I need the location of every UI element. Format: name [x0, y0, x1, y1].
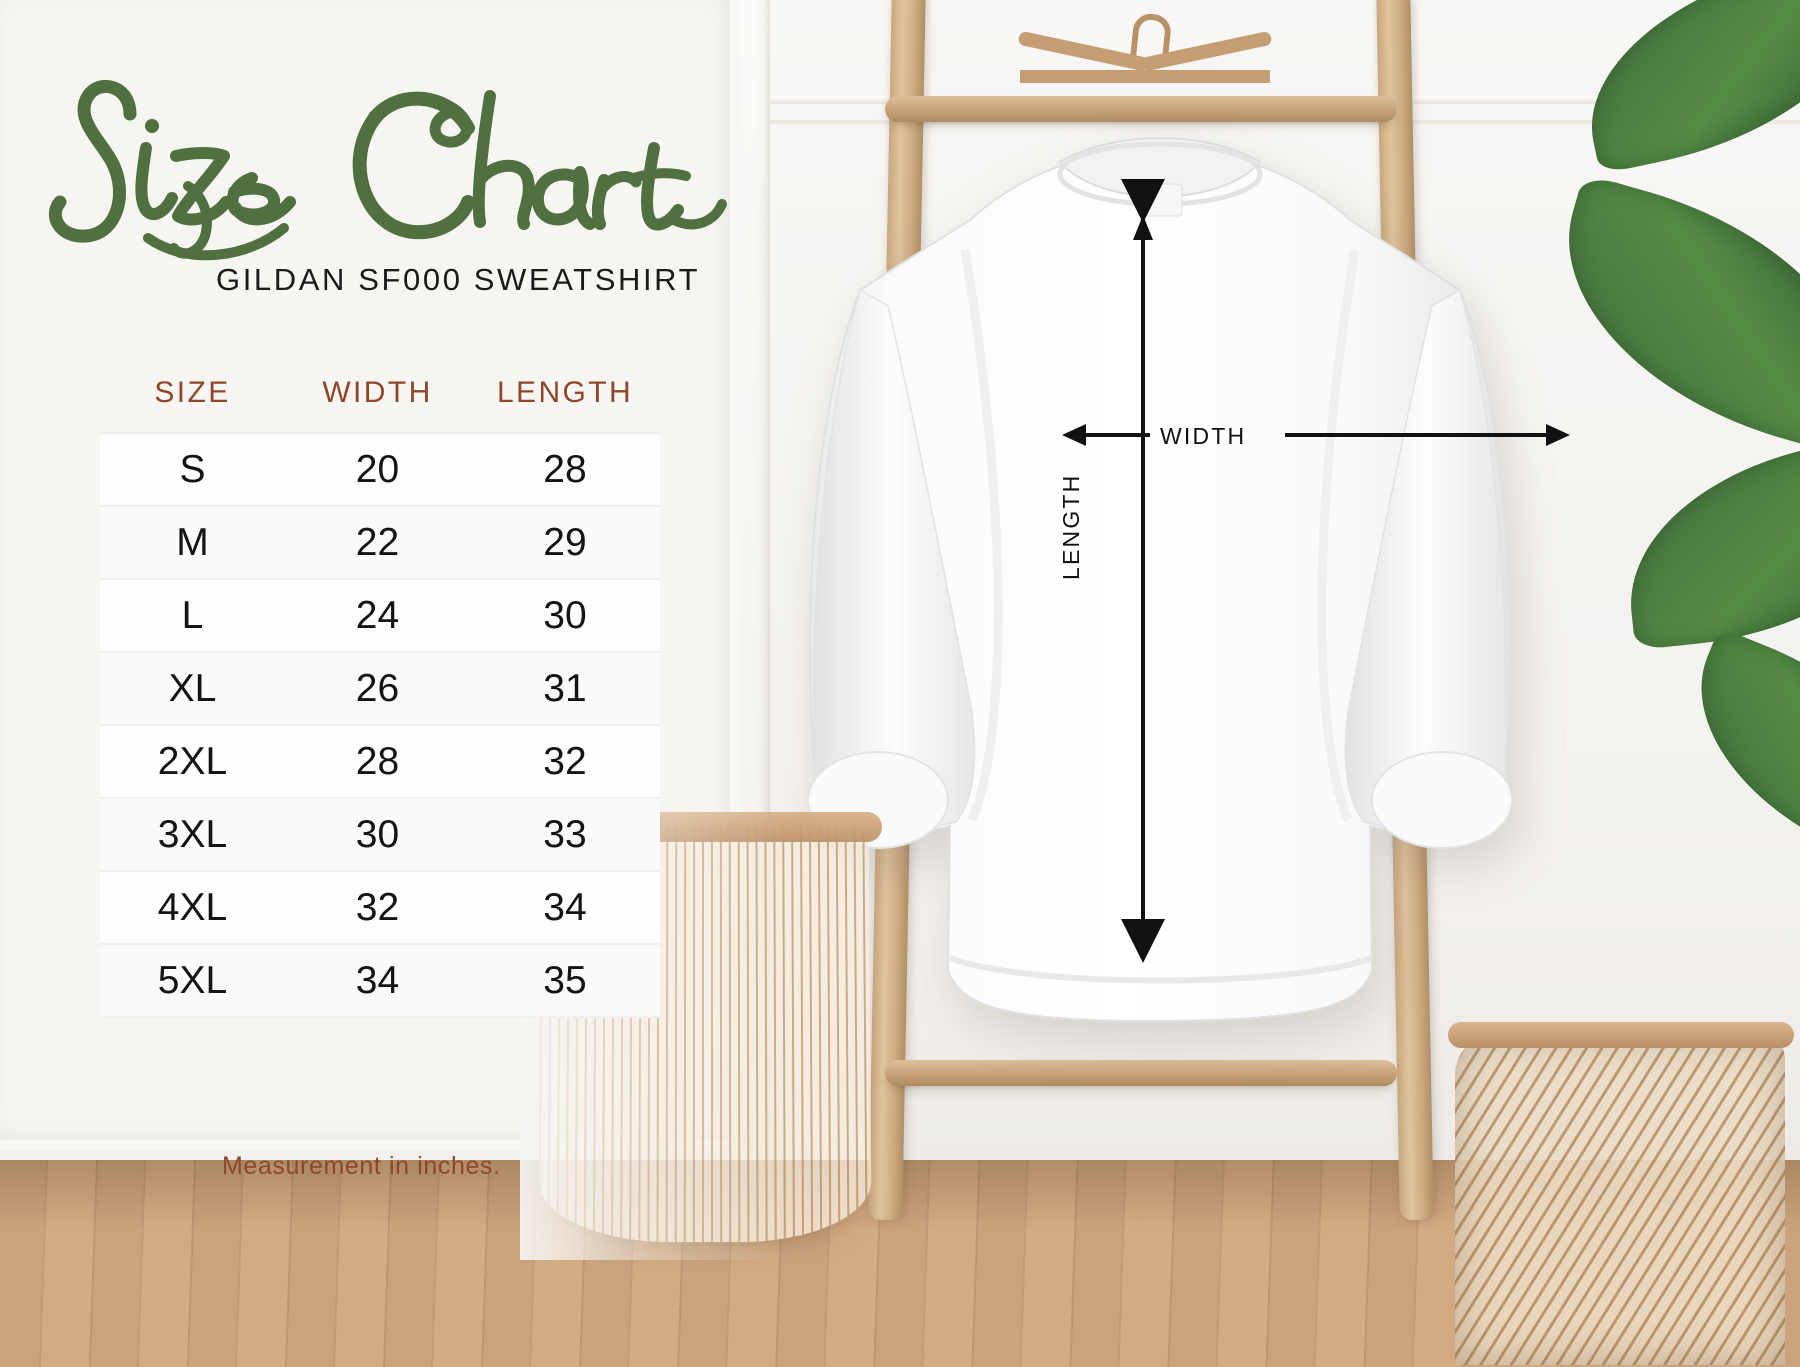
cell-length: 29 [543, 520, 587, 564]
cell-size: M [176, 520, 209, 564]
leaf-icon [1616, 434, 1800, 651]
cell-size: L [181, 593, 204, 637]
table-row: 2XL 28 32 [100, 726, 660, 799]
cell-width: 24 [355, 593, 400, 637]
cell-size: S [179, 447, 206, 491]
cell-width: 20 [355, 447, 400, 491]
cell-size: 5XL [157, 958, 228, 1002]
wicker-basket-right-rim [1448, 1022, 1794, 1048]
width-label: WIDTH [1160, 423, 1247, 449]
cell-length: 32 [543, 739, 587, 783]
cell-length: 30 [543, 593, 587, 637]
page-subtitle: GILDAN SF000 SWEATSHIRT [216, 262, 701, 297]
page-title [38, 52, 728, 267]
cell-size: 4XL [157, 885, 228, 929]
cell-width: 30 [355, 812, 400, 856]
table-row: 4XL 32 34 [100, 872, 660, 945]
cell-width: 32 [355, 885, 400, 929]
column-header-length: LENGTH [496, 376, 634, 409]
table-body: S 20 28 M 22 29 L 24 30 XL 26 31 [100, 432, 660, 1018]
wall-moulding-lower [700, 120, 1800, 124]
cell-length: 34 [543, 885, 587, 929]
cell-length: 31 [543, 666, 587, 710]
cell-size: XL [168, 666, 217, 710]
leaf-icon [1566, 0, 1800, 175]
cell-width: 34 [355, 958, 400, 1002]
table-row: 5XL 34 35 [100, 945, 660, 1018]
length-label: LENGTH [1058, 473, 1084, 581]
cell-width: 28 [355, 739, 400, 783]
wooden-hanger [1017, 12, 1273, 128]
ladder-rung-top [885, 96, 1397, 122]
table-row: XL 26 31 [100, 653, 660, 726]
measurement-footnote: Measurement in inches. [222, 1152, 501, 1180]
leaf-icon [1659, 627, 1800, 873]
hanger-bar [1020, 70, 1270, 83]
size-table: SIZE WIDTH LENGTH S 20 28 M 22 29 L 24 [100, 370, 660, 1018]
table-row: M 22 29 [100, 507, 660, 580]
table-row: L 24 30 [100, 580, 660, 653]
cell-length: 35 [543, 958, 587, 1002]
table-row: 3XL 30 33 [100, 799, 660, 872]
cell-length: 33 [543, 812, 587, 856]
leaf-icon [1528, 173, 1800, 457]
table-header-row: SIZE WIDTH LENGTH [100, 370, 660, 432]
column-header-width: WIDTH [322, 376, 433, 409]
size-chart-panel: GILDAN SF000 SWEATSHIRT SIZE WIDTH LENGT… [0, 0, 760, 1367]
cell-size: 3XL [157, 812, 228, 856]
cell-width: 26 [355, 666, 400, 710]
ladder-rung-bottom [885, 1060, 1397, 1086]
cell-size: 2XL [157, 739, 228, 783]
cell-width: 22 [355, 520, 400, 564]
table-row: S 20 28 [100, 432, 660, 507]
cell-length: 28 [543, 447, 587, 491]
wicker-basket-right [1455, 1035, 1785, 1365]
column-header-size: SIZE [154, 376, 231, 409]
